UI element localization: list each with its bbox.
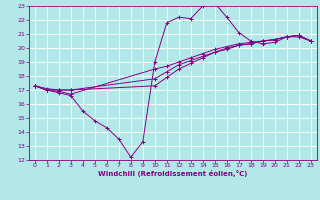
- X-axis label: Windchill (Refroidissement éolien,°C): Windchill (Refroidissement éolien,°C): [98, 170, 247, 177]
